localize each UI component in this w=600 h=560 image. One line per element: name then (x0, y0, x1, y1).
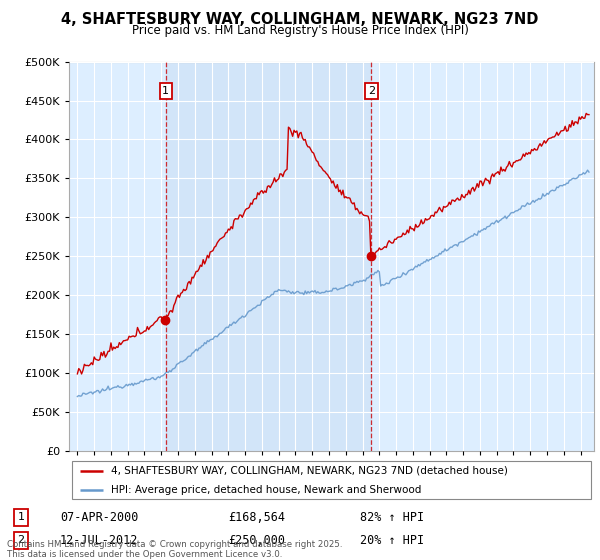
Text: 1: 1 (17, 512, 25, 522)
Text: Price paid vs. HM Land Registry's House Price Index (HPI): Price paid vs. HM Land Registry's House … (131, 24, 469, 36)
FancyBboxPatch shape (71, 461, 592, 499)
Text: 4, SHAFTESBURY WAY, COLLINGHAM, NEWARK, NG23 7ND (detached house): 4, SHAFTESBURY WAY, COLLINGHAM, NEWARK, … (111, 465, 508, 475)
Text: £168,564: £168,564 (228, 511, 285, 524)
Text: 4, SHAFTESBURY WAY, COLLINGHAM, NEWARK, NG23 7ND: 4, SHAFTESBURY WAY, COLLINGHAM, NEWARK, … (61, 12, 539, 27)
Bar (166, 62, 371, 451)
Text: 20% ↑ HPI: 20% ↑ HPI (360, 534, 424, 547)
Text: HPI: Average price, detached house, Newark and Sherwood: HPI: Average price, detached house, Newa… (111, 485, 421, 495)
Text: Contains HM Land Registry data © Crown copyright and database right 2025.
This d: Contains HM Land Registry data © Crown c… (7, 540, 343, 559)
Text: 82% ↑ HPI: 82% ↑ HPI (360, 511, 424, 524)
Text: 1: 1 (162, 86, 169, 96)
Text: £250,000: £250,000 (228, 534, 285, 547)
Text: 12-JUL-2012: 12-JUL-2012 (60, 534, 139, 547)
Text: 2: 2 (17, 535, 25, 545)
Text: 2: 2 (368, 86, 375, 96)
Text: 07-APR-2000: 07-APR-2000 (60, 511, 139, 524)
